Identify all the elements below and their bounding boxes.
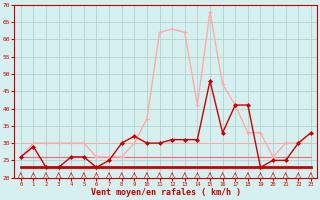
X-axis label: Vent moyen/en rafales ( km/h ): Vent moyen/en rafales ( km/h ) [91, 188, 241, 197]
